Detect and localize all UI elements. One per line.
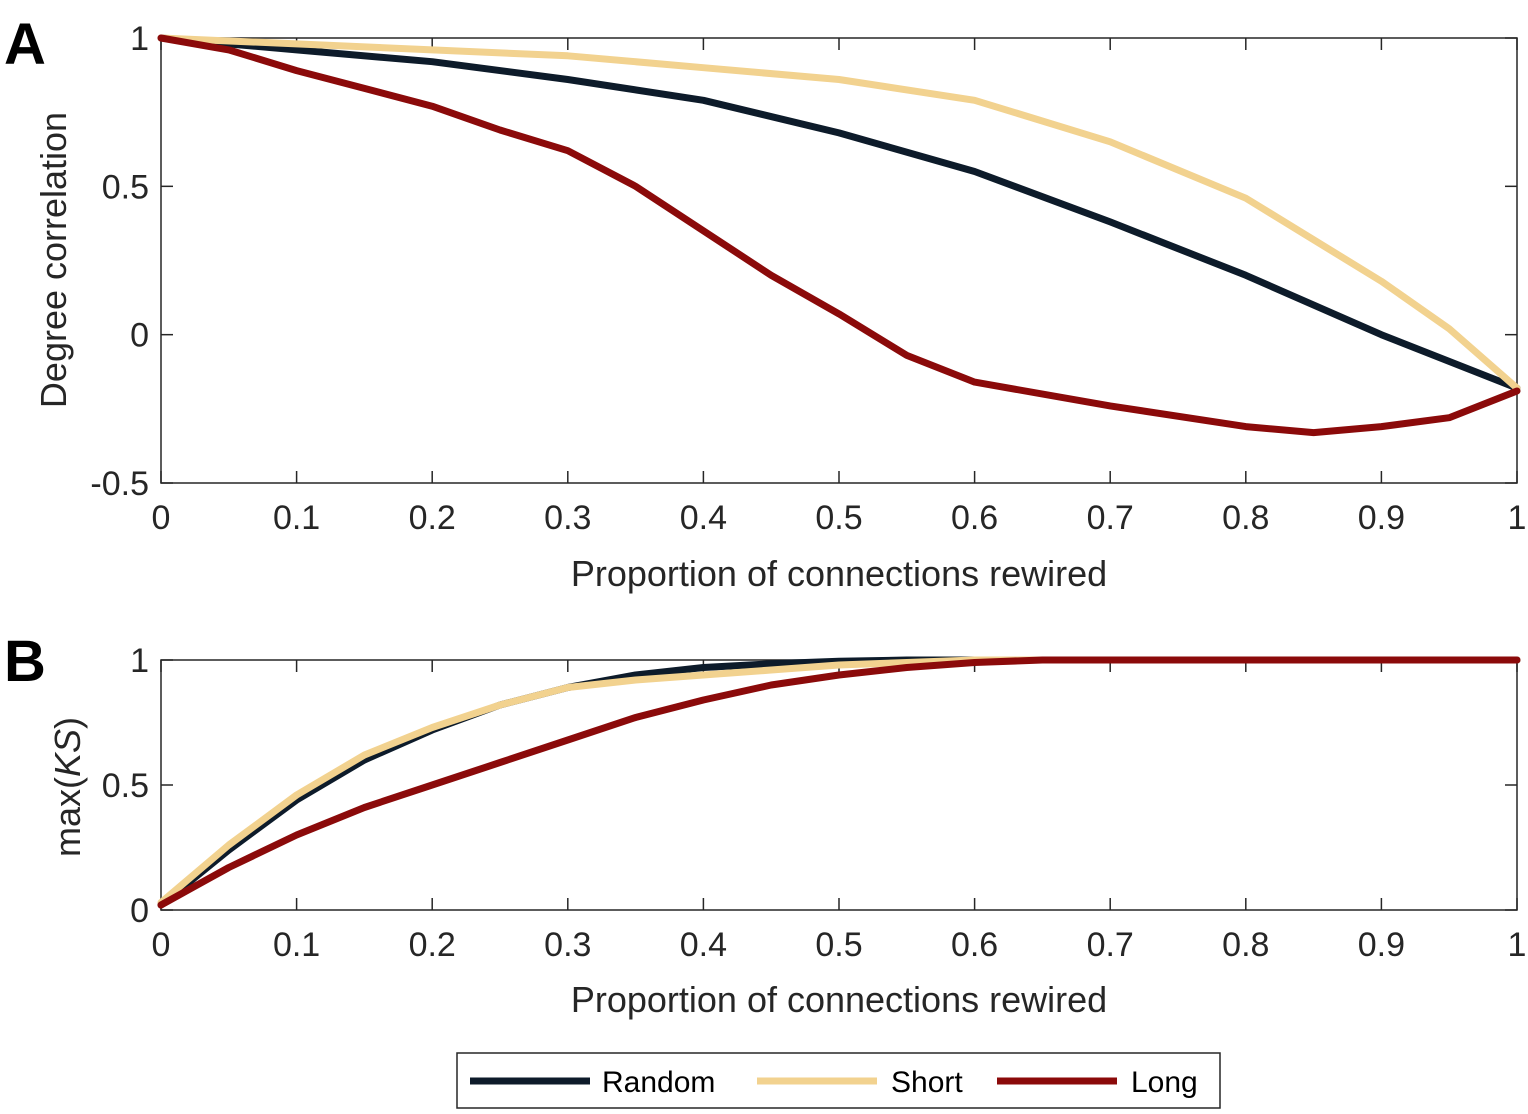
- x-tick-label-b: 0.8: [1222, 926, 1269, 964]
- plot-frame-a: [160, 37, 1518, 484]
- x-tick-label-a: 0.6: [951, 499, 998, 537]
- y-axis-label-a: Degree correlation: [33, 112, 74, 408]
- x-axis-label-a: Proportion of connections rewired: [571, 553, 1107, 594]
- x-tick-label-a: 0: [152, 499, 171, 537]
- series-line-long-a: [157, 34, 1521, 437]
- series-b: [157, 656, 1521, 909]
- x-tick-label-b: 0.1: [273, 926, 320, 964]
- x-tick-label-b: 0.4: [680, 926, 727, 964]
- x-tick-label-a: 0.7: [1087, 499, 1134, 537]
- x-tick-label-a: 0.1: [273, 499, 320, 537]
- x-tick-label-a: 0.3: [544, 499, 591, 537]
- series-line-short-b: [157, 656, 1521, 906]
- plot-frame-b: [160, 659, 1518, 911]
- x-tick-label-a: 0.4: [680, 499, 727, 537]
- y-tick-label-b: 0: [130, 892, 149, 930]
- x-tick-label-b: 0.7: [1087, 926, 1134, 964]
- x-tick-label-a: 0.5: [815, 499, 862, 537]
- series-line-short-a: [157, 34, 1521, 392]
- panel-letter-b: B: [4, 629, 46, 694]
- x-tick-label-a: 0.9: [1358, 499, 1405, 537]
- panel-letter-a: A: [4, 12, 46, 77]
- x-axis-label-b: Proportion of connections rewired: [571, 979, 1107, 1020]
- legend-label-long: Long: [1131, 1066, 1198, 1099]
- y-tick-label-a: -0.5: [90, 465, 149, 503]
- x-tick-label-b: 0.2: [409, 926, 456, 964]
- x-tick-label-a: 0.2: [409, 499, 456, 537]
- x-tick-label-b: 0.9: [1358, 926, 1405, 964]
- x-tick-label-a: 0.8: [1222, 499, 1269, 537]
- series-line-random-b: [157, 656, 1521, 909]
- panel-b: B 0 0.1 0.2 0.3 0.4 0.5 0.6 0.7 0.8 0.9 1 0 0.5 1 Pro…: [4, 629, 1526, 1020]
- y-axis-label-b: max(KS): [47, 717, 88, 857]
- legend-label-random: Random: [602, 1066, 715, 1099]
- legend: Random Short Long: [456, 1052, 1221, 1109]
- x-tick-label-b: 0.5: [815, 926, 862, 964]
- series-line-long-b: [157, 656, 1521, 909]
- y-tick-label-b: 0.5: [102, 767, 149, 805]
- x-tick-label-b: 0.6: [951, 926, 998, 964]
- x-tick-label-b: 0: [152, 926, 171, 964]
- y-tick-label-a: 0: [130, 317, 149, 355]
- series-line-random-a: [157, 34, 1521, 392]
- x-tick-label-b: 0.3: [544, 926, 591, 964]
- legend-label-short: Short: [891, 1066, 963, 1099]
- x-tick-label-b: 1: [1508, 926, 1527, 964]
- y-tick-label-a: 1: [130, 20, 149, 58]
- series-a: [157, 34, 1521, 437]
- y-tick-label-b: 1: [130, 642, 149, 680]
- y-tick-label-a: 0.5: [102, 168, 149, 206]
- ticks-b: 0 0.1 0.2 0.3 0.4 0.5 0.6 0.7 0.8 0.9 1 0 0.5 1: [102, 642, 1527, 964]
- ticks-a: 0 0.1 0.2 0.3 0.4 0.5 0.6 0.7 0.8 0.9 1-0.500.51: [90, 20, 1526, 537]
- x-tick-label-a: 1: [1508, 499, 1527, 537]
- panel-a: A 0 0.1 0.2 0.3 0.4 0.5 0.6 0.7 0.8 0.9 1-0.500.51…: [4, 12, 1526, 594]
